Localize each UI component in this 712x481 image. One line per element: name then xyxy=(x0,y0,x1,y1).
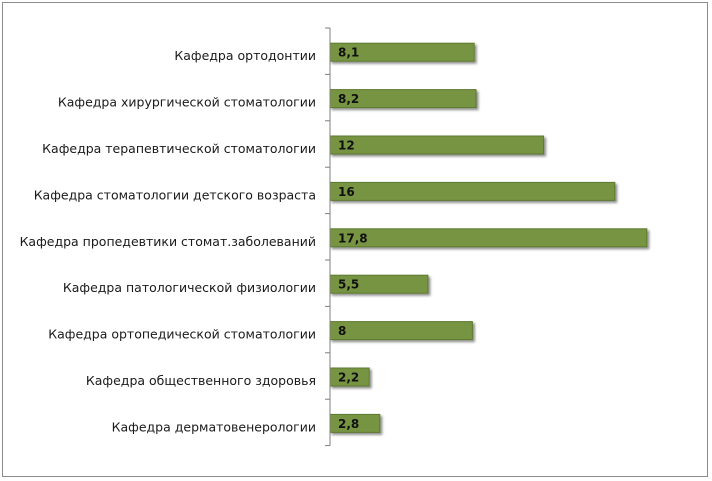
value-label: 2,8 xyxy=(338,417,359,431)
category-label: Кафедра ортопедической стоматологии xyxy=(48,327,316,342)
category-label: Кафедра общественного здоровья xyxy=(86,373,316,388)
bars-layer xyxy=(329,42,648,433)
category-label: Кафедра ортодонтии xyxy=(174,48,316,63)
bar xyxy=(329,135,545,155)
value-label: 17,8 xyxy=(338,231,368,245)
labels-layer: 8,1 Кафедра ортодонтии 8,2 Кафедра хирургич… xyxy=(20,46,368,435)
value-label: 8 xyxy=(338,324,346,338)
value-label: 8,2 xyxy=(338,92,359,106)
category-label: Кафедра дерматовенерологии xyxy=(112,419,316,434)
category-label: Кафедра пропедевтики стомат.заболеваний xyxy=(20,234,316,249)
bar xyxy=(329,228,648,248)
axis-layer xyxy=(325,27,331,447)
category-label: Кафедра стоматологии детского возраста xyxy=(34,187,316,202)
bar xyxy=(329,321,473,341)
value-label: 16 xyxy=(338,185,355,199)
value-label: 12 xyxy=(338,139,355,153)
category-label: Кафедра патологической физиологии xyxy=(63,280,316,295)
bar xyxy=(329,181,616,201)
value-label: 2,2 xyxy=(338,371,359,385)
category-label: Кафедра терапевтической стоматологии xyxy=(42,141,316,156)
category-label: Кафедра хирургической стоматологии xyxy=(58,95,316,110)
value-label: 5,5 xyxy=(338,278,359,292)
value-label: 8,1 xyxy=(338,46,359,60)
